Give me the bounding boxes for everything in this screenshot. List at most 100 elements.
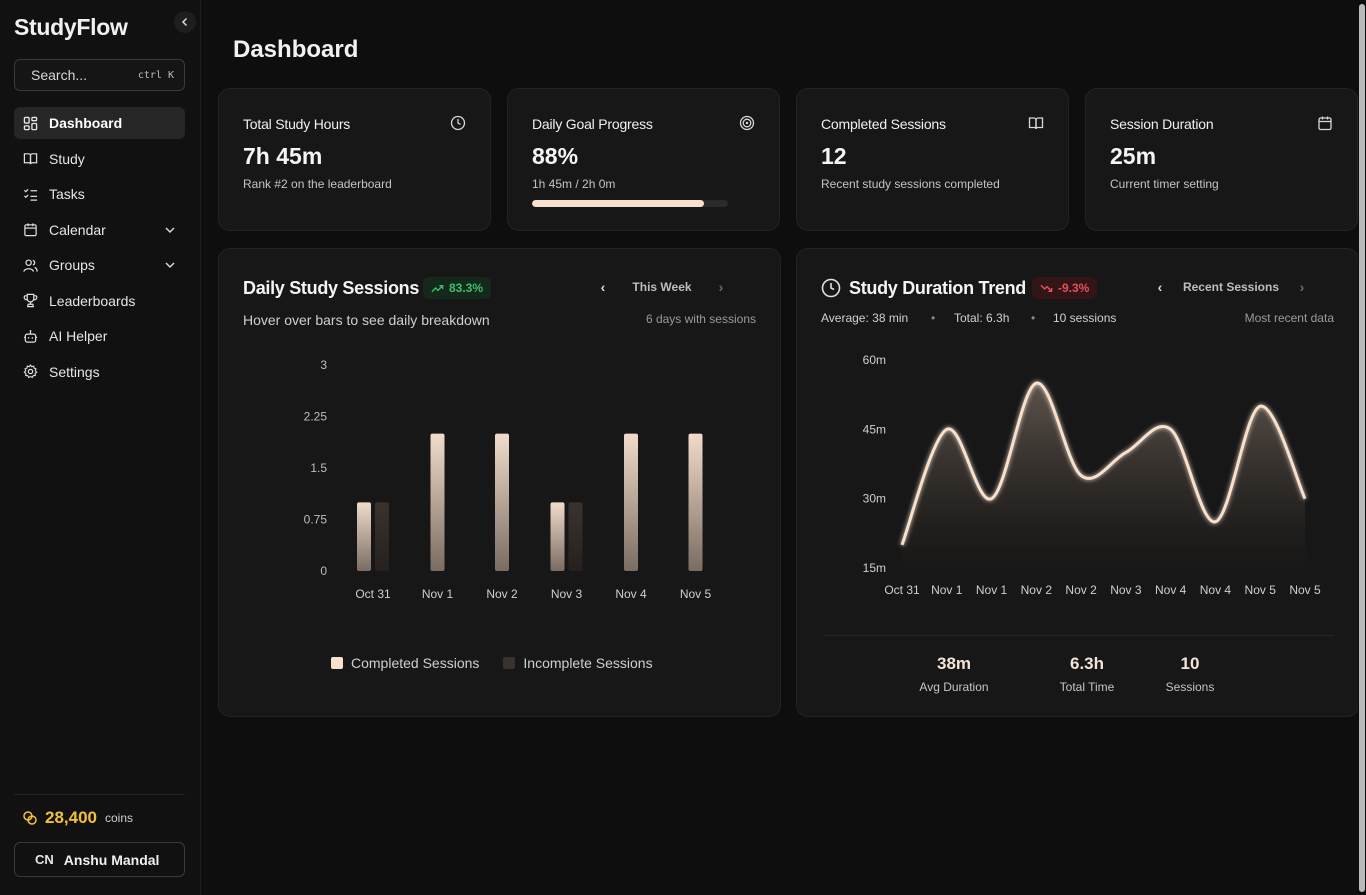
sidebar-item-dashboard[interactable]: Dashboard <box>14 107 185 139</box>
stat-card-daily-goal-progress: Daily Goal Progress 88% 1h 45m / 2h 0m <box>507 88 780 231</box>
x-tick-label: Nov 2 <box>486 587 518 601</box>
x-tick-label: Nov 3 <box>1110 583 1142 597</box>
chevron-down-icon[interactable] <box>163 258 177 272</box>
sessions-range-label: Recent Sessions <box>1182 280 1280 294</box>
bar-incomplete[interactable] <box>568 502 583 571</box>
collapse-sidebar-button[interactable] <box>174 11 196 33</box>
x-tick-label: Nov 4 <box>1155 583 1187 597</box>
y-tick-label: 30m <box>863 492 886 506</box>
summary-total-time: 6.3h Total Time <box>1042 654 1132 694</box>
summary-value: 6.3h <box>1069 654 1105 673</box>
coins-value: 28,400 <box>45 808 97 827</box>
bar-completed[interactable] <box>357 502 371 571</box>
stat-subtext: Recent study sessions completed <box>821 177 1000 191</box>
trend-badge-down: -9.3% <box>1032 277 1098 299</box>
legend-label-completed: Completed Sessions <box>351 655 480 671</box>
y-tick-label: 15m <box>863 561 886 575</box>
daily-sessions-bar-chart[interactable]: 0 0.75 1.5 2.25 3 Oct 31 Nov 1 Nov 2 Nov 3 Nov 4 N… <box>219 344 782 614</box>
y-tick-label: 2.25 <box>304 410 328 424</box>
legend-swatch-completed <box>331 657 343 669</box>
x-tick-label: Nov 5 <box>680 587 712 601</box>
trophy-icon <box>22 293 38 309</box>
scrollbar-thumb[interactable] <box>1359 4 1365 892</box>
avatar: CN <box>35 852 54 867</box>
target-icon <box>739 115 755 131</box>
summary-sessions: 10 Sessions <box>1145 654 1235 694</box>
search-shortcut: ctrl K <box>137 69 174 81</box>
stat-card-completed-sessions: Completed Sessions 12 Recent study sessi… <box>796 88 1069 231</box>
book-open-icon <box>1028 115 1044 131</box>
dashboard-icon <box>22 115 38 131</box>
average-duration-meta: Average: 38 min <box>821 311 909 325</box>
meta-separator: • <box>931 311 936 325</box>
legend-label-incomplete: Incomplete Sessions <box>523 655 653 671</box>
user-profile-button[interactable]: CN Anshu Mandal <box>14 842 185 877</box>
sidebar-item-ai-helper[interactable]: AI Helper <box>14 320 185 352</box>
next-sessions-button[interactable]: › <box>1299 279 1305 295</box>
gear-icon <box>22 364 38 380</box>
page-scrollbar[interactable] <box>1358 0 1366 895</box>
duration-trend-area-chart[interactable]: 15m 30m 45m 60m Oct 31 Nov 1 Nov 1 Nov 2 Nov 2 No… <box>797 344 1360 604</box>
stat-label: Completed Sessions <box>821 116 946 132</box>
sidebar-item-calendar[interactable]: Calendar <box>14 214 185 246</box>
bar-completed[interactable] <box>624 433 638 571</box>
sidebar-nav: Dashboard Study Tasks Calendar <box>14 107 185 391</box>
study-duration-trend-card: Study Duration Trend -9.3% ‹ Recent Sess… <box>796 248 1359 717</box>
x-tick-label: Nov 1 <box>976 583 1008 597</box>
previous-sessions-button[interactable]: ‹ <box>1157 279 1163 295</box>
bar-completed[interactable] <box>550 502 565 571</box>
chart-note: 6 days with sessions <box>645 312 756 326</box>
chart-title: Daily Study Sessions <box>243 278 420 298</box>
book-icon <box>22 151 38 167</box>
y-tick-label: 0.75 <box>304 513 328 527</box>
coins-balance: 28,400 coins <box>22 808 133 828</box>
y-tick-label: 45m <box>863 422 886 436</box>
y-tick-label: 3 <box>320 358 327 372</box>
sidebar-item-label: Study <box>49 150 85 167</box>
checklist-icon <box>22 186 38 202</box>
legend-swatch-incomplete <box>503 657 516 669</box>
x-tick-label: Nov 5 <box>1245 583 1277 597</box>
stat-label: Total Study Hours <box>243 116 351 132</box>
sidebar-item-label: Settings <box>49 363 100 380</box>
bar-completed[interactable] <box>495 433 509 571</box>
sessions-count-meta: 10 sessions <box>1053 311 1117 325</box>
stat-label: Daily Goal Progress <box>532 116 653 132</box>
sidebar: StudyFlow Search... ctrl K Dashboard Stu… <box>0 0 201 895</box>
bar-incomplete[interactable] <box>375 502 389 571</box>
coins-label: coins <box>105 811 134 825</box>
trend-line[interactable] <box>900 381 1307 546</box>
trend-badge-value: -9.3% <box>1058 281 1090 295</box>
total-time-meta: Total: 6.3h <box>954 311 1010 325</box>
previous-week-button[interactable]: ‹ <box>600 279 606 295</box>
chevron-down-icon[interactable] <box>163 223 177 237</box>
sidebar-item-tasks[interactable]: Tasks <box>14 178 185 210</box>
clock-icon <box>821 278 841 298</box>
meta-separator: • <box>1031 311 1036 325</box>
bar-completed[interactable] <box>430 433 445 571</box>
sidebar-item-study[interactable]: Study <box>14 143 185 175</box>
stat-value: 7h 45m <box>243 143 323 169</box>
sidebar-item-groups[interactable]: Groups <box>14 249 185 281</box>
x-tick-label: Nov 1 <box>422 587 454 601</box>
clock-icon <box>450 115 466 131</box>
daily-study-sessions-card: Daily Study Sessions 83.3% ‹ This Week ›… <box>218 248 781 717</box>
sidebar-item-label: Leaderboards <box>49 292 136 309</box>
chart-legend: Completed Sessions Incomplete Sessions <box>331 655 653 671</box>
bar-completed[interactable] <box>688 433 703 571</box>
users-icon <box>22 257 38 273</box>
x-tick-label: Nov 5 <box>1289 583 1321 597</box>
y-tick-label: 60m <box>863 353 886 367</box>
x-tick-label: Oct 31 <box>884 583 920 597</box>
stat-subtext: Current timer setting <box>1110 177 1219 191</box>
summary-value: 38m <box>936 654 972 673</box>
brand-logo[interactable]: StudyFlow <box>14 14 128 40</box>
calendar-icon <box>22 222 38 238</box>
sidebar-item-leaderboards[interactable]: Leaderboards <box>14 285 185 317</box>
x-tick-label: Nov 1 <box>931 583 963 597</box>
sidebar-item-settings[interactable]: Settings <box>14 356 185 388</box>
trend-badge-value: 83.3% <box>449 281 484 295</box>
search-input[interactable]: Search... ctrl K <box>14 59 185 91</box>
next-week-button[interactable]: › <box>718 279 724 295</box>
